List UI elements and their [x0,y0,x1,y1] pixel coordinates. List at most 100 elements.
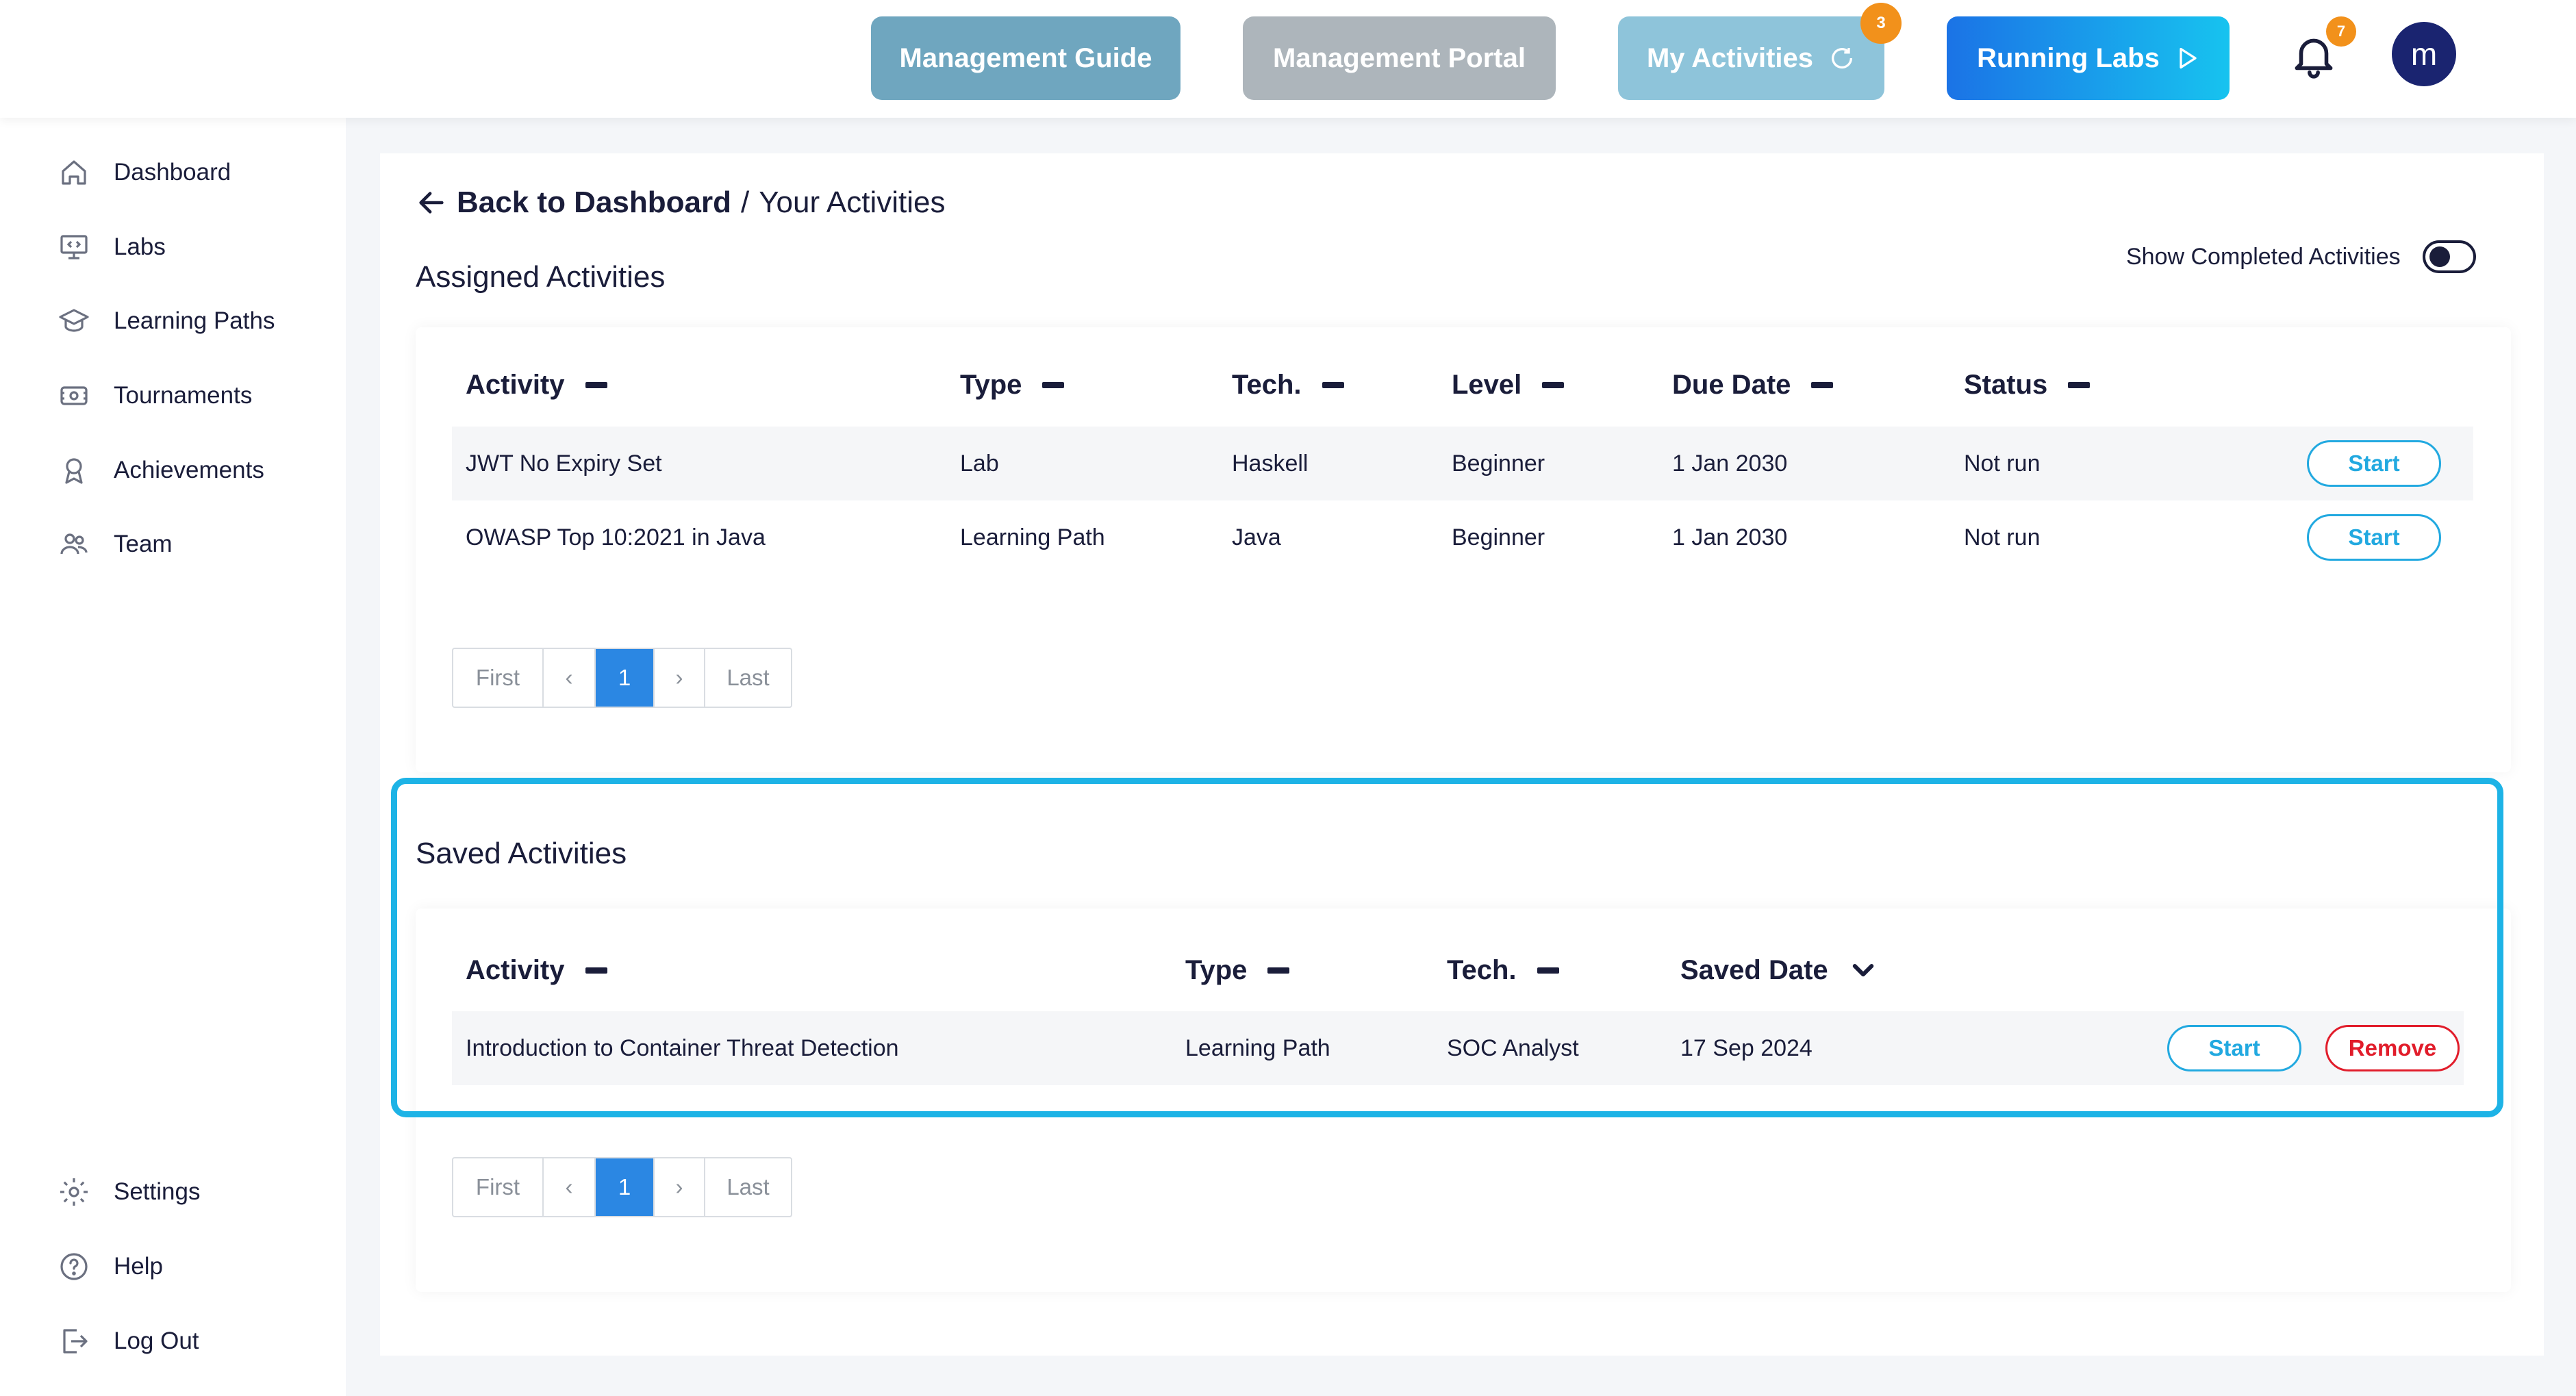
cell-activity: JWT No Expiry Set [466,450,662,477]
cell-saved-date: 17 Sep 2024 [1680,1035,1813,1061]
pagination-last[interactable]: Last [727,1174,770,1200]
ticket-icon [60,386,88,405]
sort-dash-icon [1267,967,1290,974]
column-header-status[interactable]: Status [1964,370,2091,401]
sort-dash-icon [1537,967,1559,974]
sort-dash-icon [585,382,607,388]
show-completed-label: Show Completed Activities [2126,243,2401,270]
graduation-cap-icon [59,309,89,332]
breadcrumb-current: Your Activities [759,186,946,219]
column-header-saved-date[interactable]: Saved Date [1680,955,1878,986]
column-header-due-date[interactable]: Due Date [1672,370,1834,401]
pagination-first[interactable]: First [453,1158,544,1216]
column-header-tech[interactable]: Tech. [1232,370,1344,401]
cell-level: Beginner [1452,524,1545,550]
play-icon [2180,47,2197,69]
users-icon [60,533,88,555]
column-header-label: Activity [466,370,565,400]
pagination-next[interactable]: › [655,1158,705,1216]
cell-tech: SOC Analyst [1447,1035,1579,1061]
pagination-next[interactable]: › [655,649,705,707]
column-header-tech[interactable]: Tech. [1447,955,1559,986]
logout-icon [63,1329,88,1354]
running-labs-button[interactable]: Running Labs [1947,16,2230,100]
start-button[interactable]: Start [2167,1025,2301,1071]
column-header-label: Due Date [1672,370,1791,400]
sidebar-item-achievements[interactable]: Achievements [58,450,264,491]
sidebar-item-tournaments[interactable]: Tournaments [58,375,252,416]
column-header-type[interactable]: Type [1185,955,1290,986]
notifications-badge: 7 [2326,16,2356,47]
column-header-type[interactable]: Type [960,370,1065,401]
start-button[interactable]: Start [2307,440,2441,487]
sort-dash-icon [2068,382,2091,388]
sort-dash-icon [1811,382,1834,388]
remove-button[interactable]: Remove [2325,1025,2460,1071]
column-header-level[interactable]: Level [1452,370,1565,401]
assigned-activities-title: Assigned Activities [416,260,666,294]
start-button[interactable]: Start [2307,514,2441,561]
pagination-last[interactable]: Last [727,665,770,690]
column-header-activity[interactable]: Activity [466,370,607,401]
saved-activities-card [416,909,2511,1292]
pagination-first[interactable]: First [453,649,544,707]
sidebar-item-labs[interactable]: Labs [58,227,166,268]
my-activities-label: My Activities [1646,42,1814,73]
show-completed-toggle-group: Show Completed Activities [2126,236,2476,277]
cell-due-date: 1 Jan 2030 [1672,450,1788,477]
cell-activity: OWASP Top 10:2021 in Java [466,524,766,550]
sort-dash-icon [1542,382,1565,388]
cell-type: Learning Path [1185,1035,1330,1061]
cell-tech: Haskell [1232,450,1309,477]
table-row: Introduction to Container Threat Detecti… [452,1011,2464,1085]
sidebar-item-label: Achievements [114,457,264,483]
sidebar-item-log-out[interactable]: Log Out [58,1321,199,1362]
column-header-label: Tech. [1232,370,1302,400]
user-avatar[interactable]: m [2392,22,2456,86]
table-row: JWT No Expiry Set Lab Haskell Beginner 1… [452,427,2473,500]
my-activities-button[interactable]: My Activities [1618,16,1884,100]
column-header-label: Type [1185,955,1248,985]
sidebar-item-label: Team [114,531,173,557]
breadcrumb-separator: / [740,186,750,219]
cell-due-date: 1 Jan 2030 [1672,524,1788,550]
award-icon [65,458,83,484]
running-labs-label: Running Labs [1977,42,2160,73]
sidebar-item-label: Learning Paths [114,307,275,334]
column-header-activity[interactable]: Activity [466,955,607,986]
sidebar-item-label: Settings [114,1178,201,1205]
management-portal-button[interactable]: Management Portal [1243,16,1556,100]
sidebar [0,118,346,1396]
sidebar-item-label: Log Out [114,1328,199,1354]
cell-type: Lab [960,450,999,477]
cell-type: Learning Path [960,524,1105,550]
sidebar-item-team[interactable]: Team [58,524,173,565]
pagination-page-1[interactable]: 1 [596,649,655,707]
show-completed-toggle[interactable] [2422,240,2476,273]
cell-level: Beginner [1452,450,1545,477]
breadcrumb: Back to Dashboard / Your Activities [416,182,946,223]
my-activities-badge: 3 [1860,3,1902,44]
management-guide-button[interactable]: Management Guide [871,16,1180,100]
bell-icon [2295,38,2333,79]
sort-dash-icon [1042,382,1065,388]
assigned-pagination: First ‹ 1 › Last [452,648,792,708]
column-header-label: Type [960,370,1022,400]
notifications-button[interactable] [2288,30,2339,81]
sidebar-item-settings[interactable]: Settings [58,1171,200,1213]
column-header-label: Saved Date [1680,955,1828,985]
back-to-dashboard-link[interactable]: Back to Dashboard [416,186,731,220]
cell-activity: Introduction to Container Threat Detecti… [466,1035,899,1061]
pagination-prev[interactable]: ‹ [544,1158,596,1216]
saved-pagination: First ‹ 1 › Last [452,1157,792,1217]
sort-dash-icon [585,967,607,974]
sidebar-item-help[interactable]: Help [58,1246,163,1287]
pagination-prev[interactable]: ‹ [544,649,596,707]
sidebar-item-learning-paths[interactable]: Learning Paths [58,301,275,342]
pagination-page-1[interactable]: 1 [596,1158,655,1216]
column-header-label: Tech. [1447,955,1517,985]
sidebar-item-dashboard[interactable]: Dashboard [58,152,231,193]
table-row: OWASP Top 10:2021 in Java Learning Path … [452,500,2473,574]
sidebar-item-label: Dashboard [114,159,231,186]
column-header-label: Activity [466,955,565,985]
